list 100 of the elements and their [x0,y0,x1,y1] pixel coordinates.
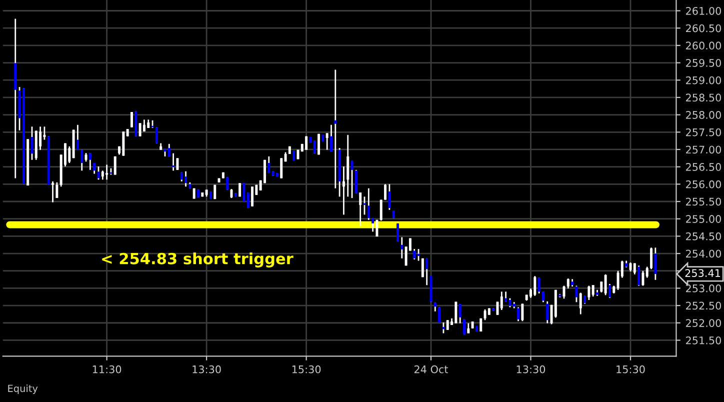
candlestick [546,300,549,324]
candlestick [396,222,399,242]
candlestick [426,258,428,286]
candlestick [88,152,92,171]
y-tick-label: 254.00 [686,250,721,258]
candlestick [168,143,170,158]
candlestick [230,188,233,199]
text: 253.41 [685,269,720,277]
candlestick [534,275,536,297]
candlestick [326,132,328,151]
candlestick [101,170,104,180]
candlestick [463,318,466,336]
candlestick [142,118,146,132]
y-tick-label: 252.00 [686,319,721,327]
candlestick [496,301,499,316]
candlestick [359,192,362,226]
candlestick [642,270,644,286]
candlestick [442,322,445,334]
y-tick-label: 257.50 [686,128,721,136]
candlestick [508,298,512,308]
y-tick-label: 251.50 [686,336,721,344]
y-tick-label: 259.00 [686,76,721,84]
candlestick [80,149,84,172]
candlestick [517,306,520,322]
candlestick [417,248,420,262]
y-tick-label: 258.50 [686,94,721,102]
y-tick-label: 256.50 [686,163,721,171]
candlestick [114,156,116,176]
candlestick [68,146,71,164]
candlestick [654,246,657,281]
candlestick [330,124,332,152]
candlestick [342,166,345,216]
y-tick-label: 259.50 [686,59,721,67]
y-tick-label: 258.00 [686,111,721,119]
candlestick [350,160,354,199]
candlestick [242,182,246,202]
text: Equity [8,384,38,394]
candlestick [56,182,58,199]
x-tick-label: 15:30 [616,365,645,374]
candlestick [588,285,590,301]
x-tick-label: 13:30 [516,365,546,374]
candlestick [638,264,640,286]
candlestick [579,292,582,315]
candlestick [542,290,544,303]
candlestick [500,290,503,311]
candlestick [566,278,570,290]
candlestick [184,170,188,188]
candlestick [575,285,578,303]
y-tick-label: 260.00 [686,42,721,50]
y-tick-label: 261.00 [686,6,721,15]
x-tick-label: 24 Oct [414,365,448,374]
y-tick-label: 255.00 [686,215,721,223]
candlestick [380,199,382,222]
candlestick [633,262,636,276]
candlestick [446,319,449,331]
candlestick [238,182,242,198]
y-tick-label: 256.00 [686,180,721,188]
candlestick [106,164,108,180]
x-tick-label: 13:30 [192,365,221,374]
candlestick [604,274,607,296]
x-tick-label: 15:30 [292,365,321,374]
candlestick [562,285,566,300]
candlestick [226,176,229,190]
candlestick [650,246,653,270]
candlestick [467,322,470,334]
candlestick [372,217,374,232]
candlestick [629,262,632,272]
candlestick [367,188,370,221]
candlestick [388,183,391,211]
candlestick [458,303,462,324]
candlestick [305,136,308,151]
candlestick [346,134,350,198]
candlestick [130,111,133,128]
candlestick [592,284,594,298]
y-tick-label: 257.00 [686,146,721,154]
candlestick [52,180,54,203]
candlestick [538,277,540,294]
candlestick [413,248,416,260]
candlestick [521,303,524,322]
y-tick-label: 260.50 [686,24,721,32]
candlestick [400,236,404,260]
candlestick [384,183,387,200]
y-tick-label: 253.00 [686,284,721,292]
candlestick [600,280,603,294]
candlestick [93,162,96,174]
y-tick-label: 254.50 [686,232,721,240]
candlestick [334,69,337,190]
x-tick-label: 11:30 [92,365,122,374]
candlestick [280,157,283,179]
y-tick-label: 255.50 [686,198,721,206]
candlestick [454,301,458,324]
candlestick [484,308,486,321]
candlestick [176,157,179,171]
annotation: < 254.83 short trigger [102,252,294,268]
candlestick [138,122,142,137]
candlestick [363,196,366,216]
candlestick [97,166,100,180]
candlestick [251,186,254,208]
candlestick [646,266,648,278]
y-tick-label: 252.50 [686,302,721,310]
